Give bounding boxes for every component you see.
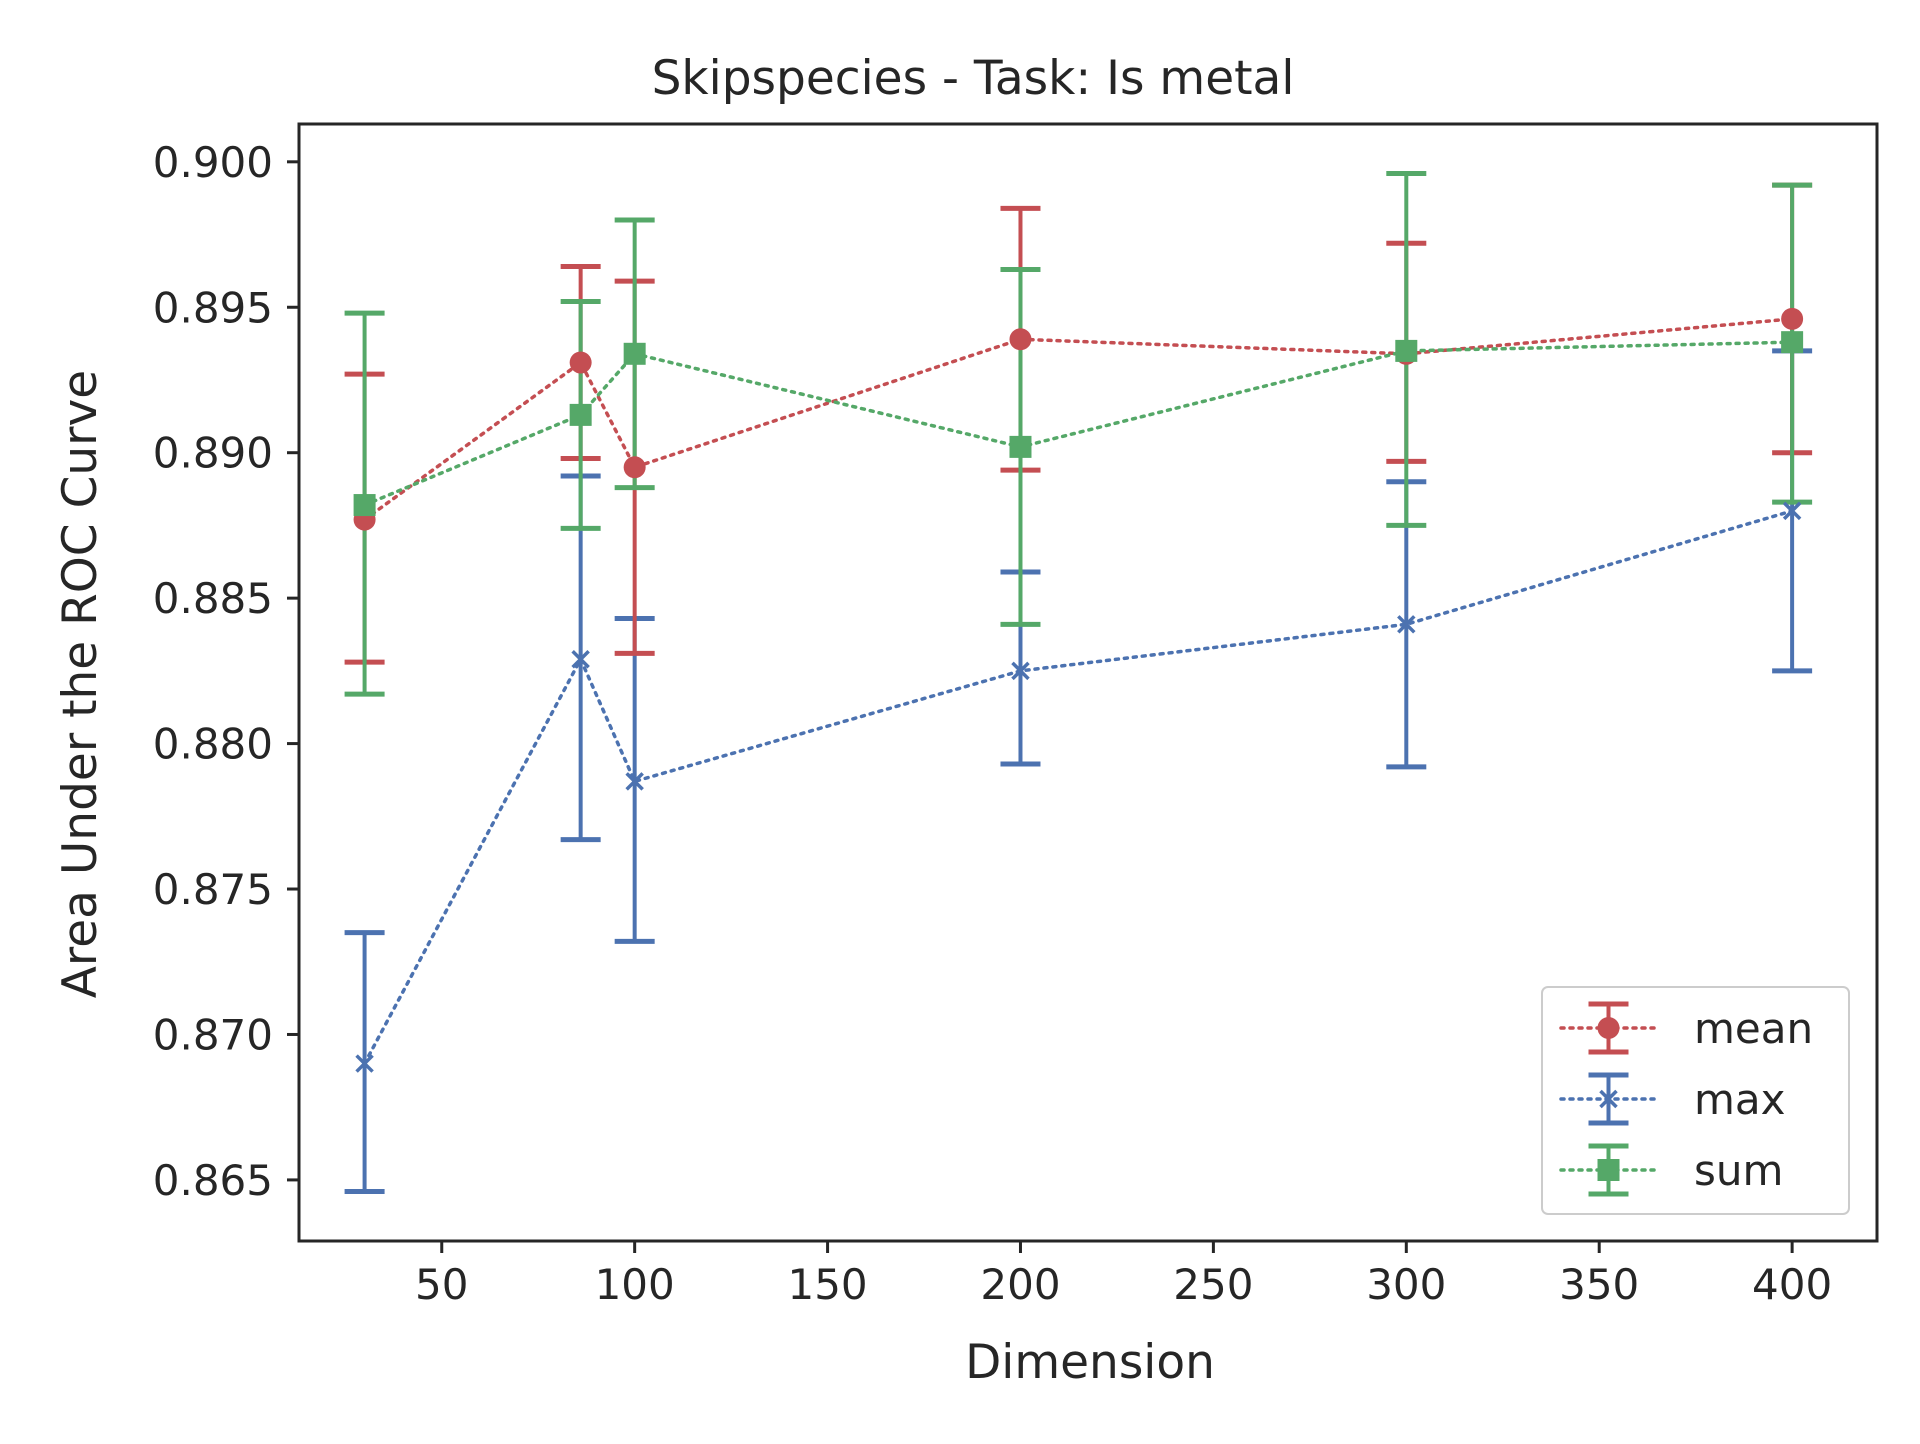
legend-frame: [1541, 986, 1850, 1215]
data-point: [1781, 331, 1804, 354]
legend: mean max sum: [1541, 986, 1850, 1215]
legend-marker: [1597, 1017, 1620, 1039]
legend-item-max: max: [1559, 1072, 1786, 1126]
data-point: [569, 403, 592, 426]
series-max-markers: [355, 501, 1802, 1073]
x-axis-label: Dimension: [965, 1335, 1215, 1390]
series-sum-line: [362, 340, 1794, 507]
y-tick-label: 0.865: [153, 1156, 273, 1205]
data-point: [353, 494, 376, 517]
data-point: [1397, 615, 1416, 634]
y-tick-label: 0.890: [153, 429, 273, 478]
x-tick-label: 100: [595, 1260, 675, 1309]
data-point: [355, 1054, 374, 1073]
y-tick-label: 0.885: [153, 574, 273, 623]
x-axis-ticks: 50 100 150 200 250 300 350 400: [415, 1241, 1832, 1309]
legend-marker: [1599, 1089, 1618, 1109]
x-tick-label: 150: [787, 1260, 867, 1309]
x-tick-label: 350: [1559, 1260, 1639, 1309]
y-tick-label: 0.895: [153, 283, 273, 332]
data-point: [1781, 307, 1804, 330]
y-tick-label: 0.870: [153, 1010, 273, 1059]
legend-item-mean: mean: [1559, 1001, 1813, 1055]
x-tick-label: 300: [1366, 1260, 1446, 1309]
data-point: [569, 351, 592, 374]
legend-label: sum: [1694, 1146, 1783, 1195]
y-tick-label: 0.880: [153, 720, 273, 769]
legend-label: mean: [1694, 1004, 1813, 1053]
series-mean-line: [362, 317, 1794, 522]
data-point: [625, 772, 644, 791]
legend-marker: [1597, 1159, 1620, 1181]
x-tick-label: 50: [415, 1260, 468, 1309]
series-sum-markers: [353, 331, 1804, 517]
marker-stroke: [571, 649, 590, 669]
marker-stroke: [1599, 1089, 1618, 1109]
x-tick-label: 400: [1752, 1260, 1832, 1309]
data-point: [571, 649, 590, 669]
marker-stroke: [625, 772, 644, 791]
legend-item-sum: sum: [1559, 1143, 1783, 1197]
series-max-line: [362, 509, 1794, 1066]
marker-stroke: [355, 1054, 374, 1073]
y-tick-label: 0.875: [153, 865, 273, 914]
legend-label: max: [1694, 1075, 1786, 1124]
y-axis-label: Area Under the ROC Curve: [53, 370, 108, 998]
y-axis-ticks: 0.865 0.870 0.875 0.880 0.885 0.890 0.895 0.900: [153, 138, 299, 1205]
x-tick-label: 250: [1173, 1260, 1253, 1309]
marker-stroke: [1782, 501, 1802, 521]
data-point: [623, 456, 646, 479]
data-point: [1395, 339, 1418, 362]
plot-area: [344, 170, 1813, 1195]
marker-stroke: [1011, 661, 1030, 681]
x-tick-label: 200: [980, 1260, 1060, 1309]
data-point: [1009, 328, 1032, 351]
data-point: [1011, 661, 1030, 681]
data-point: [623, 342, 646, 365]
data-point: [1009, 435, 1032, 458]
data-point: [1782, 501, 1802, 521]
axes-frame: [297, 122, 1879, 1243]
marker-stroke: [1397, 615, 1416, 634]
chart-title: Skipspecies - Task: Is metal: [652, 51, 1295, 106]
y-tick-label: 0.900: [153, 138, 273, 187]
